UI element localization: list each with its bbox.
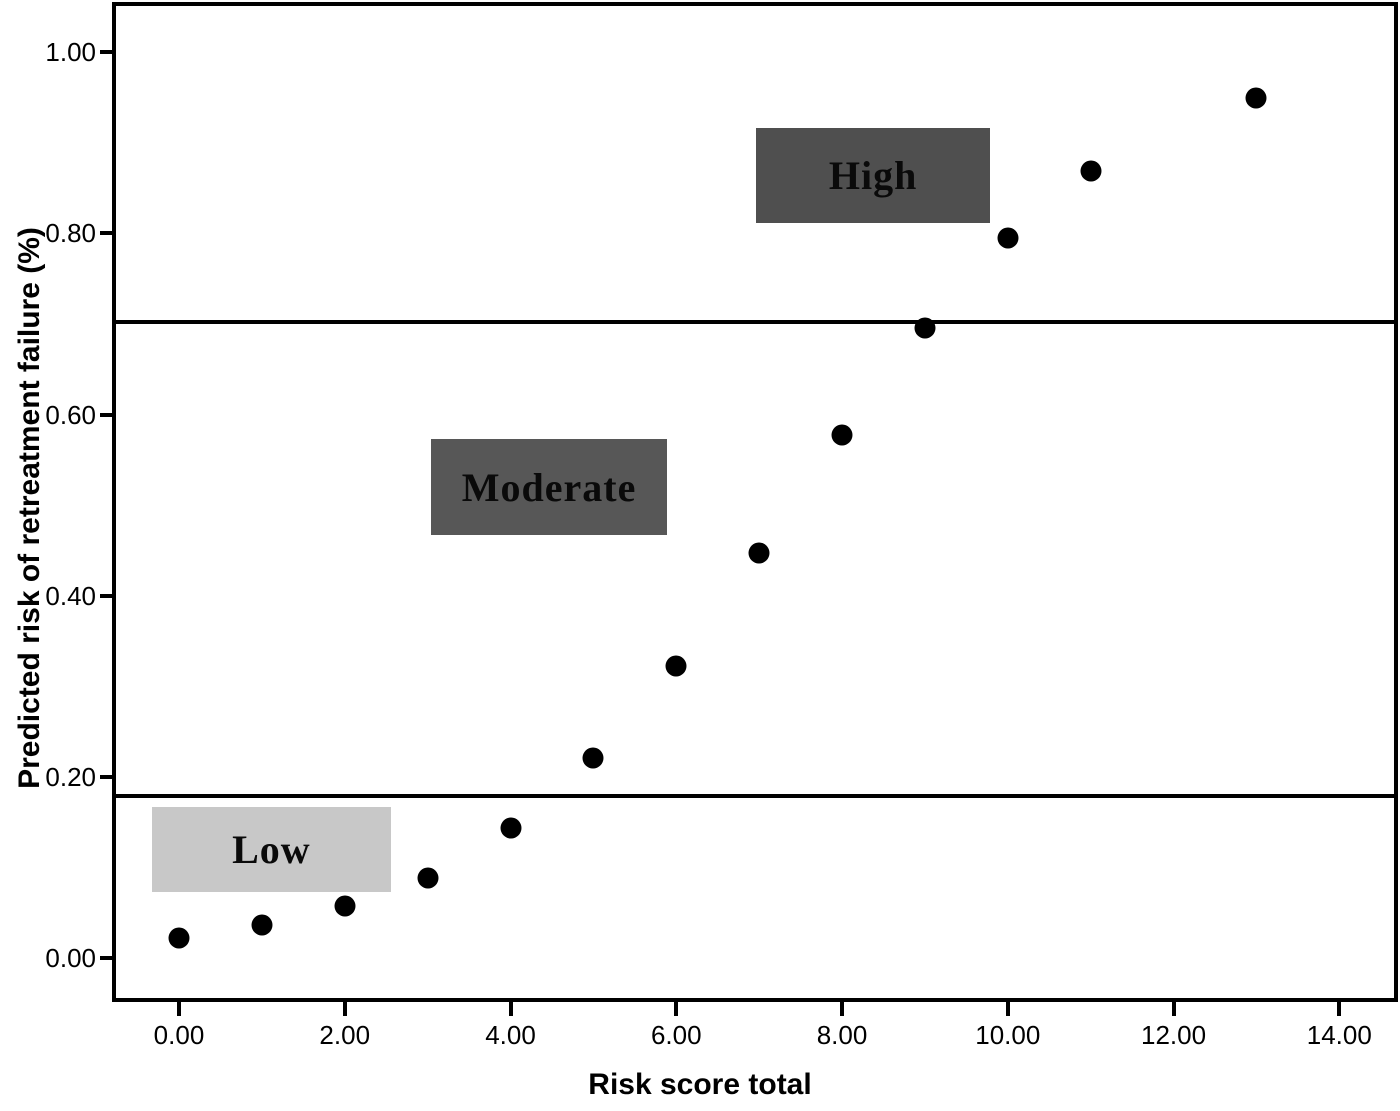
threshold-line-1 — [116, 320, 1394, 325]
data-point — [251, 914, 273, 936]
y-tick-label: 1.00 — [45, 37, 96, 68]
data-point — [1245, 87, 1267, 109]
zone-label-low: Low — [151, 806, 392, 892]
y-tick-label: 0.60 — [45, 399, 96, 430]
x-axis-tick — [674, 1002, 679, 1016]
zone-label-high: High — [755, 128, 991, 224]
x-axis-tick — [176, 1002, 181, 1016]
data-point — [665, 655, 687, 677]
x-axis-title: Risk score total — [588, 1068, 812, 1101]
x-tick-label: 8.00 — [816, 1020, 868, 1050]
y-axis-title: Predicted risk of retreatment failure (%… — [13, 227, 46, 789]
y-axis-tick — [100, 412, 114, 417]
x-axis-tick — [508, 1002, 513, 1016]
x-axis-tick — [1005, 1002, 1010, 1016]
y-tick-label: 0.00 — [45, 943, 96, 974]
plot-canvas: High Moderate Low — [116, 6, 1394, 998]
x-axis-tick — [1171, 1002, 1176, 1016]
y-axis-tick — [100, 50, 114, 55]
plot-area: High Moderate Low — [112, 2, 1398, 1002]
data-point — [168, 927, 190, 949]
data-point — [334, 895, 356, 917]
x-tick-label: 2.00 — [319, 1020, 371, 1050]
data-point — [1080, 160, 1102, 182]
data-point — [831, 424, 853, 446]
x-tick-label: 10.00 — [975, 1020, 1041, 1050]
x-tick-label: 6.00 — [650, 1020, 702, 1050]
y-axis-tick — [100, 774, 114, 779]
x-tick-label: 4.00 — [485, 1020, 536, 1050]
y-tick-label: 0.20 — [45, 761, 96, 792]
data-point — [997, 227, 1019, 249]
y-tick-label: 0.80 — [45, 218, 96, 249]
x-tick-label: 14.00 — [1306, 1020, 1372, 1050]
data-point — [582, 747, 604, 769]
y-tick-label: 0.40 — [45, 580, 96, 611]
y-axis-tick — [100, 956, 114, 961]
data-point — [914, 317, 936, 339]
x-tick-label: 12.00 — [1140, 1020, 1207, 1050]
x-axis-tick — [840, 1002, 845, 1016]
data-point — [500, 817, 521, 839]
x-tick-label: 0.00 — [153, 1020, 205, 1050]
data-point — [417, 867, 439, 888]
data-point — [748, 542, 770, 564]
threshold-line-2 — [116, 793, 1394, 798]
y-axis-tick — [100, 593, 114, 598]
y-axis-tick — [100, 231, 114, 236]
zone-label-moderate: Moderate — [430, 439, 668, 536]
x-axis-tick — [1337, 1002, 1342, 1016]
x-axis-tick — [342, 1002, 347, 1016]
